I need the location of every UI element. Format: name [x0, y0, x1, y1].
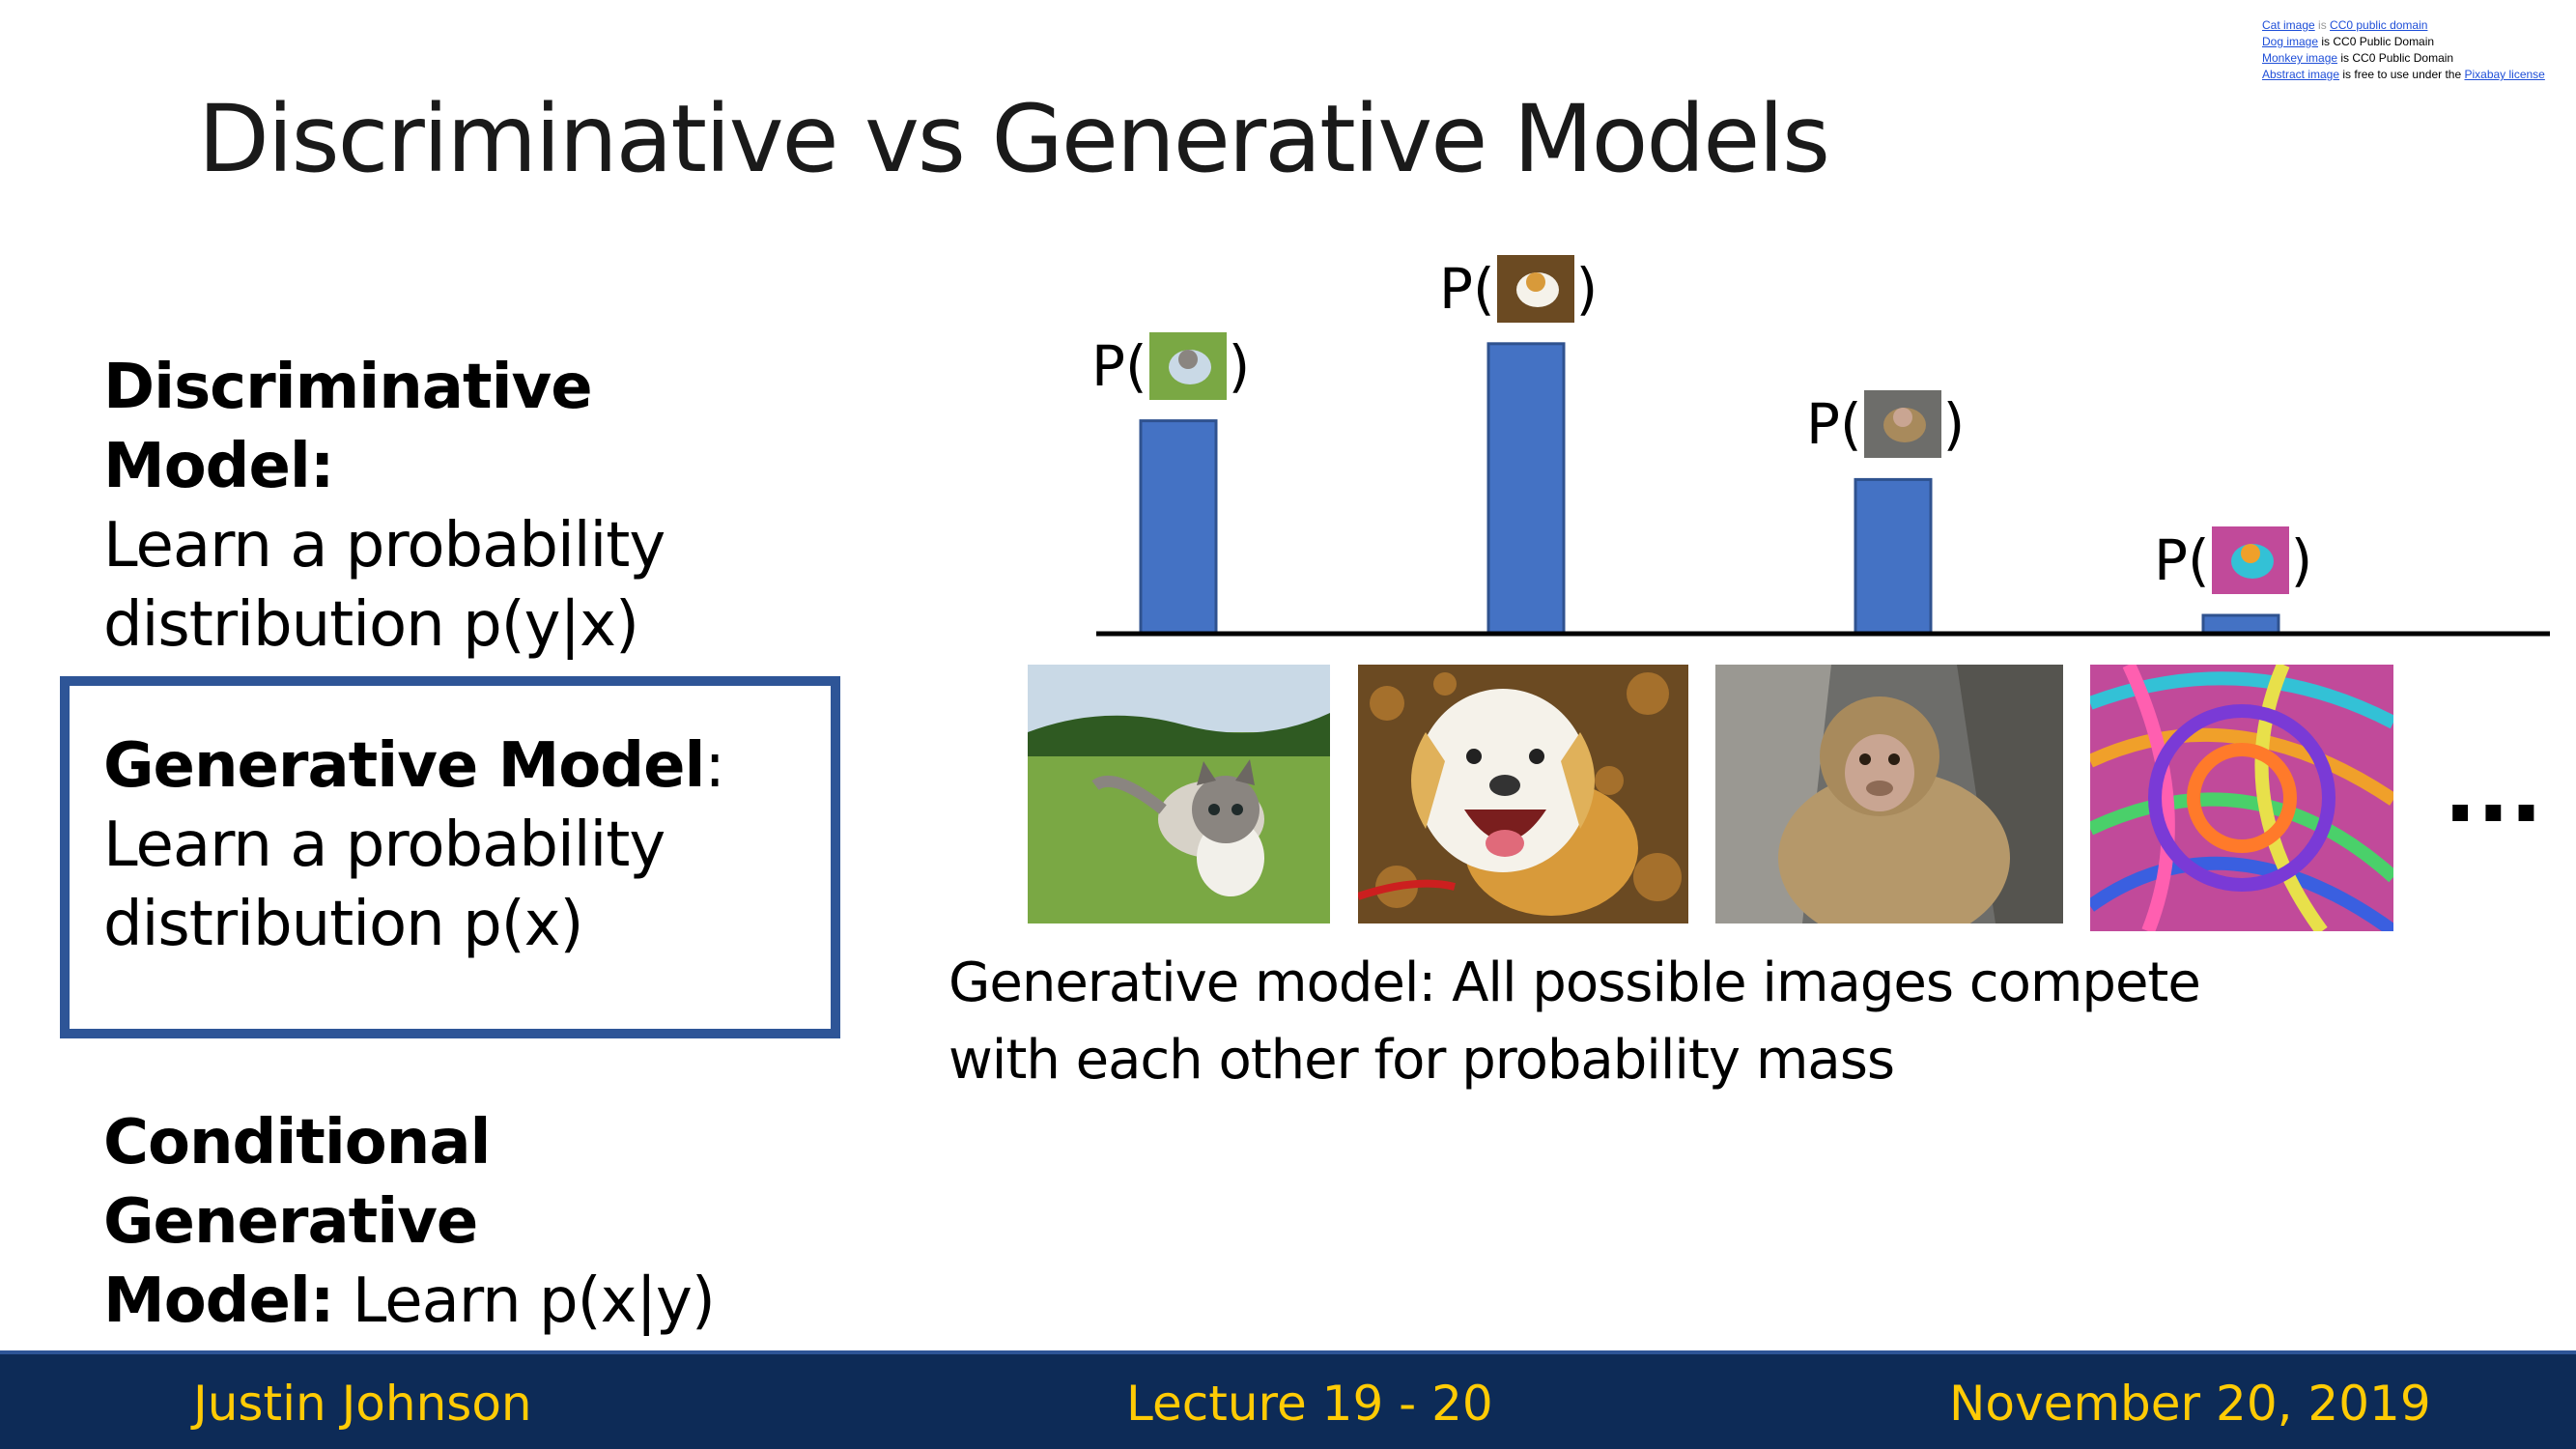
- credit-text: is free to use under the: [2339, 68, 2465, 81]
- pixabay-license-link[interactable]: Pixabay license: [2464, 68, 2545, 81]
- dog-image-link[interactable]: Dog image: [2262, 35, 2319, 48]
- generative-body-line2: distribution p(x): [103, 889, 584, 960]
- footer-lecture: Lecture 19 - 20: [1126, 1376, 1493, 1432]
- generative-highlight-box: [60, 676, 840, 1038]
- credit-line-monkey: Monkey image is CC0 Public Domain: [2262, 50, 2571, 67]
- dog-thumbnail-image: [1496, 254, 1574, 323]
- caption-line2: with each other for probability mass: [948, 1029, 1895, 1092]
- monkey-image: [1715, 665, 2063, 923]
- monkey-image-link[interactable]: Monkey image: [2262, 51, 2338, 65]
- abstract-thumbnail-image: [2211, 526, 2289, 594]
- bar-label-dog: P(): [1439, 254, 1599, 323]
- bar-label-abstract: P(): [2154, 526, 2312, 594]
- credit-text: is CC0 Public Domain: [2337, 51, 2454, 65]
- label-suffix: ): [1228, 332, 1251, 399]
- caption-line1: Generative model: All possible images co…: [948, 952, 2201, 1014]
- discriminative-body-line2: distribution p(y|x): [103, 589, 639, 661]
- conditional-heading-line2: Model:: [103, 1265, 334, 1337]
- dog-image: [1358, 665, 1688, 923]
- cat-image: [1028, 665, 1330, 923]
- label-prefix: P(: [2154, 527, 2210, 593]
- conditional-body: Learn p(x|y): [333, 1265, 716, 1337]
- monkey-thumbnail-image: [1863, 390, 1941, 459]
- label-prefix: P(: [1091, 332, 1147, 399]
- discriminative-model-block: Discriminative Model: Learn a probabilit…: [103, 348, 837, 665]
- label-suffix: ): [2290, 527, 2313, 593]
- label-prefix: P(: [1806, 391, 1862, 458]
- label-suffix: ): [1575, 255, 1599, 322]
- discriminative-heading: Discriminative Model:: [103, 352, 593, 502]
- footer-date: November 20, 2019: [1949, 1376, 2431, 1432]
- slide-title: Discriminative vs Generative Models: [198, 85, 1830, 193]
- credit-text: is CC0 Public Domain: [2318, 35, 2435, 48]
- conditional-model-block: Conditional Generative Model: Learn p(x|…: [103, 1103, 837, 1341]
- credit-line-abstract: Abstract image is free to use under the …: [2262, 67, 2571, 83]
- label-prefix: P(: [1439, 255, 1495, 322]
- credit-line-dog: Dog image is CC0 Public Domain: [2262, 34, 2571, 50]
- bar-label-monkey: P(): [1806, 390, 1966, 459]
- generative-heading: Generative Model: [103, 730, 705, 802]
- cat-thumbnail-image: [1148, 331, 1227, 400]
- footer-author: Justin Johnson: [193, 1376, 532, 1432]
- generative-caption: Generative model: All possible images co…: [948, 945, 2301, 1099]
- cat-image-link[interactable]: Cat image: [2262, 18, 2315, 32]
- bar-label-cat: P(): [1091, 331, 1251, 400]
- abstract-image-link[interactable]: Abstract image: [2262, 68, 2340, 81]
- footer-bar: Justin Johnson Lecture 19 - 20 November …: [0, 1350, 2576, 1449]
- abstract-image: [2090, 665, 2393, 931]
- generative-colon: :: [704, 730, 725, 802]
- cc0-link[interactable]: CC0 public domain: [2330, 18, 2428, 32]
- more-images-ellipsis: ...: [2444, 741, 2543, 842]
- credit-text: is: [2314, 18, 2331, 32]
- credit-line-cat: Cat image is CC0 public domain: [2262, 17, 2571, 34]
- bar-abstract: [2201, 613, 2280, 636]
- generative-model-block: Generative Model: Learn a probability di…: [103, 726, 837, 964]
- bar-dog: [1486, 342, 1566, 636]
- image-credits: Cat image is CC0 public domain Dog image…: [2262, 17, 2571, 83]
- conditional-heading-line1: Conditional Generative: [103, 1107, 491, 1258]
- bar-cat: [1139, 419, 1218, 636]
- generative-body-line1: Learn a probability: [103, 810, 665, 881]
- bar-monkey: [1854, 477, 1933, 636]
- label-suffix: ): [1942, 391, 1966, 458]
- discriminative-body-line1: Learn a probability: [103, 510, 665, 582]
